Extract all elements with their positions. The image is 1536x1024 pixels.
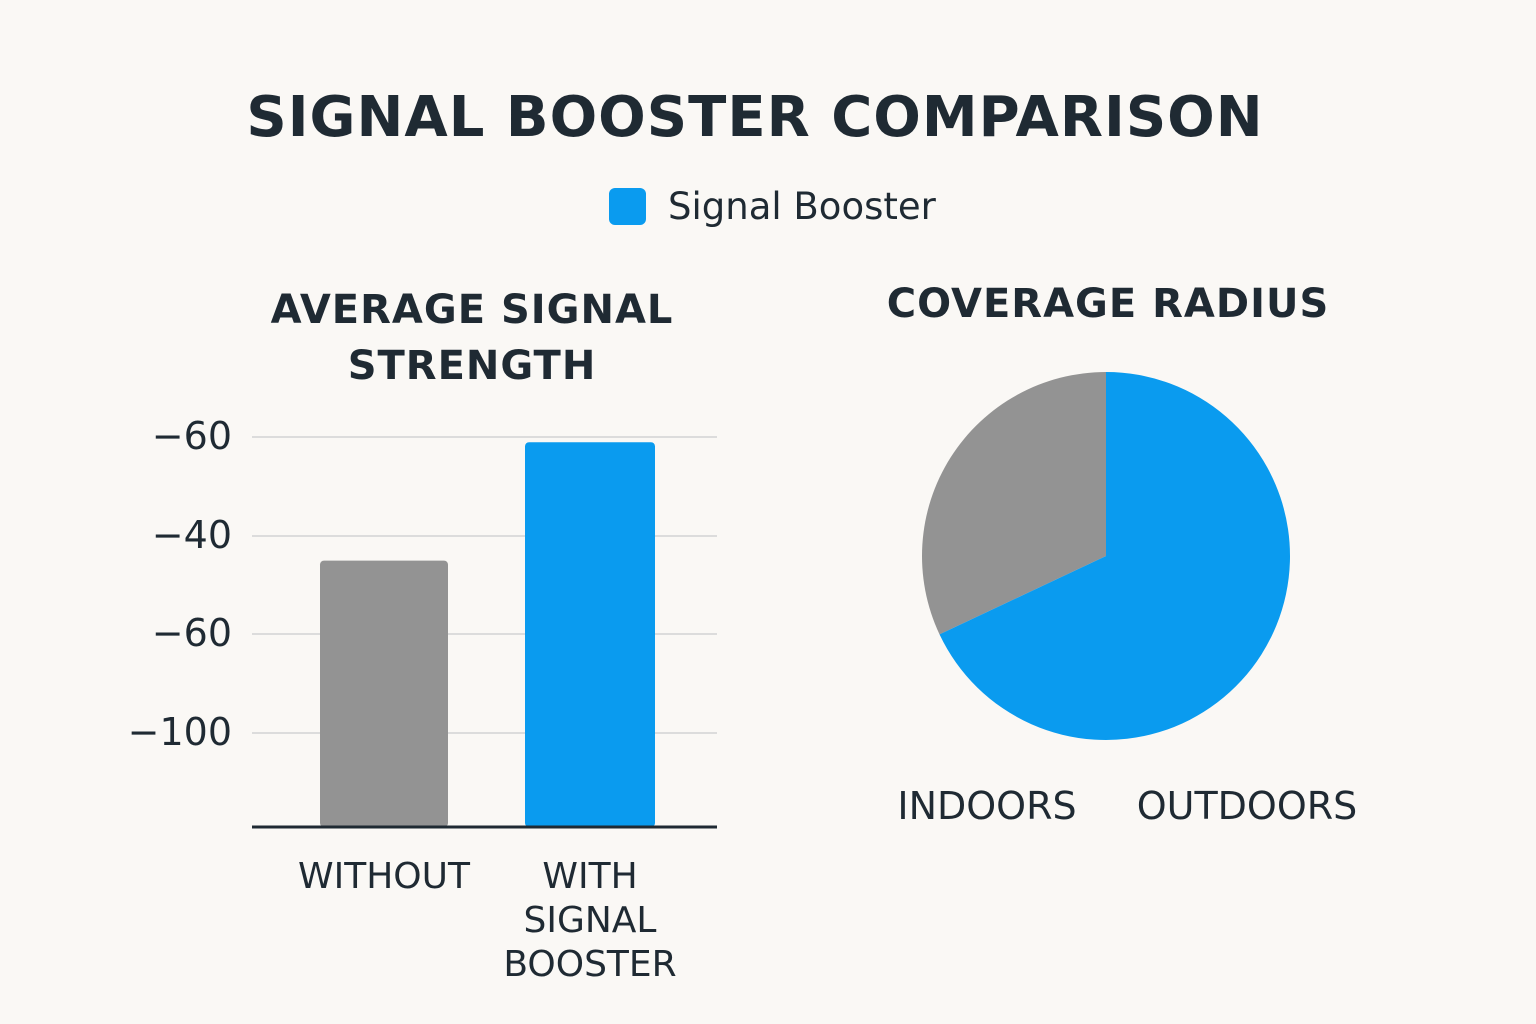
- pie-slice: [939, 372, 1290, 740]
- legend-label: Signal Booster: [668, 185, 936, 228]
- y-tick-label: −100: [127, 710, 232, 754]
- x-tick-label: WITH SIGNAL BOOSTER: [503, 856, 677, 985]
- pie-chart-title: COVERAGE RADIUS: [886, 281, 1330, 327]
- bar: [320, 560, 448, 827]
- pie-label: OUTDOORS: [1136, 784, 1358, 828]
- x-tick-label: WITHOUT: [298, 856, 470, 897]
- page-title: SIGNAL BOOSTER COMPARISON: [246, 85, 1264, 150]
- bar-chart-title: AVERAGE SIGNAL STRENGTH: [270, 287, 674, 389]
- y-tick-label: −40: [151, 513, 232, 557]
- pie-slice: [922, 372, 1106, 635]
- y-tick-label: −60: [151, 414, 232, 458]
- legend-swatch: [609, 188, 646, 225]
- bar: [525, 442, 655, 827]
- pie-label: INDOORS: [897, 784, 1077, 828]
- y-tick-label: −60: [151, 611, 232, 655]
